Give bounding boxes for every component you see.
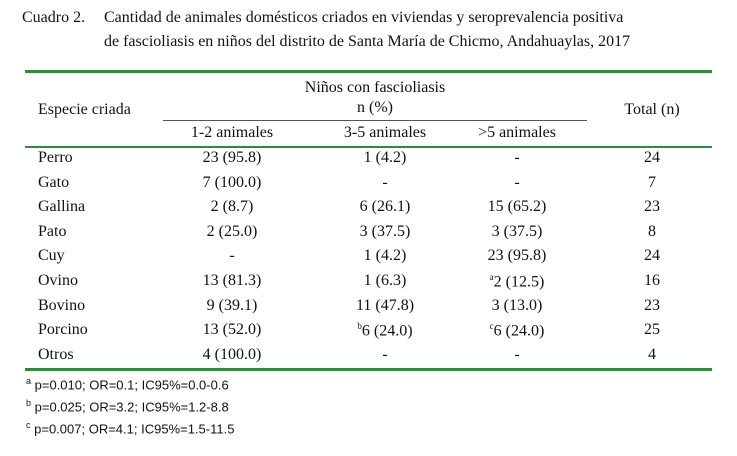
cell: 1 (4.2) xyxy=(363,149,407,166)
cell: 25 xyxy=(644,321,660,339)
row-label: Perro xyxy=(38,149,73,166)
footnote: a p=0.010; OR=0.1; IC95%=0.0-0.6 xyxy=(26,376,229,392)
cell: 4 xyxy=(648,345,656,363)
group-unit: n (%) xyxy=(357,99,393,116)
cell-text: 6 (24.0) xyxy=(493,322,545,340)
cell: 2 (8.7) xyxy=(210,198,254,216)
caption-line: Cantidad de animales domésticos criados … xyxy=(104,9,624,26)
row-label: Gato xyxy=(38,173,70,191)
group-header: Niños con fascioliasis xyxy=(304,79,446,96)
row-label: Pato xyxy=(38,222,67,240)
cell-text: 6 (24.0) xyxy=(361,322,413,340)
cell: 23 (95.8) xyxy=(487,247,547,265)
cell: a2 (12.5) xyxy=(490,273,545,290)
cell: 3 (37.5) xyxy=(491,222,543,240)
footnote: b p=0.025; OR=3.2; IC95%=1.2-8.8 xyxy=(26,398,229,414)
cell: 1 (6.3) xyxy=(363,272,407,289)
row-label: Gallina xyxy=(38,198,86,216)
cell: 4 (100.0) xyxy=(202,345,262,363)
caption-line: de fascioliasis en niños del distrito de… xyxy=(104,33,631,50)
superscript: c xyxy=(26,420,31,430)
cell: 2 (25.0) xyxy=(206,222,258,240)
total-header: Total (n) xyxy=(624,101,680,118)
superscript: b xyxy=(357,321,362,332)
cell: - xyxy=(514,149,520,166)
group-rule xyxy=(163,120,587,121)
cell: 9 (39.1) xyxy=(206,296,258,314)
cell: - xyxy=(382,173,388,191)
cell: 23 (95.8) xyxy=(202,149,262,166)
cell: 23 xyxy=(644,296,660,314)
superscript: c xyxy=(489,321,494,332)
cell: c6 (24.0) xyxy=(490,322,545,339)
cell: 23 xyxy=(644,198,660,216)
column-header: 3-5 animales xyxy=(343,124,427,141)
cell-text: 2 (12.5) xyxy=(493,273,545,291)
cell: - xyxy=(229,247,235,265)
row-label: Otros xyxy=(38,345,74,363)
cell: 6 (26.1) xyxy=(359,198,411,216)
cell: 11 (47.8) xyxy=(355,296,415,314)
superscript: b xyxy=(26,398,32,408)
row-label: Cuy xyxy=(38,247,65,265)
row-label: Porcino xyxy=(38,321,88,339)
cell: - xyxy=(514,345,520,363)
cell: - xyxy=(382,345,388,363)
cell: 16 xyxy=(644,272,660,289)
superscript: a xyxy=(26,376,32,386)
cell: 7 xyxy=(648,173,656,191)
row-label: Ovino xyxy=(38,272,78,289)
column-header: 1-2 animales xyxy=(190,124,274,141)
header-rule xyxy=(25,146,712,148)
footnote-text: p=0.025; OR=3.2; IC95%=1.2-8.8 xyxy=(34,399,229,415)
footnote-text: p=0.007; OR=4.1; IC95%=1.5-11.5 xyxy=(34,421,235,437)
caption-label: Cuadro 2. xyxy=(22,9,86,26)
cell: 13 (52.0) xyxy=(202,321,262,339)
cell: 8 xyxy=(648,222,656,240)
cell: - xyxy=(514,173,520,191)
footnote: c p=0.007; OR=4.1; IC95%=1.5-11.5 xyxy=(26,420,234,436)
row-label: Bovino xyxy=(38,296,86,314)
bottom-rule xyxy=(25,368,712,371)
cell: 13 (81.3) xyxy=(202,272,262,289)
cell: 1 (4.2) xyxy=(363,247,407,265)
column-header: >5 animales xyxy=(478,124,556,141)
row-label-header: Especie criada xyxy=(38,101,131,118)
footnote-text: p=0.010; OR=0.1; IC95%=0.0-0.6 xyxy=(34,377,229,393)
cell: 24 xyxy=(644,247,660,265)
superscript: a xyxy=(489,272,494,282)
cell: 24 xyxy=(644,149,660,166)
cell: 15 (65.2) xyxy=(487,198,547,216)
cell: 3 (13.0) xyxy=(491,296,543,314)
cell: b6 (24.0) xyxy=(357,322,412,339)
cell: 3 (37.5) xyxy=(359,222,411,240)
cell: 7 (100.0) xyxy=(202,173,262,191)
top-rule xyxy=(25,70,712,73)
